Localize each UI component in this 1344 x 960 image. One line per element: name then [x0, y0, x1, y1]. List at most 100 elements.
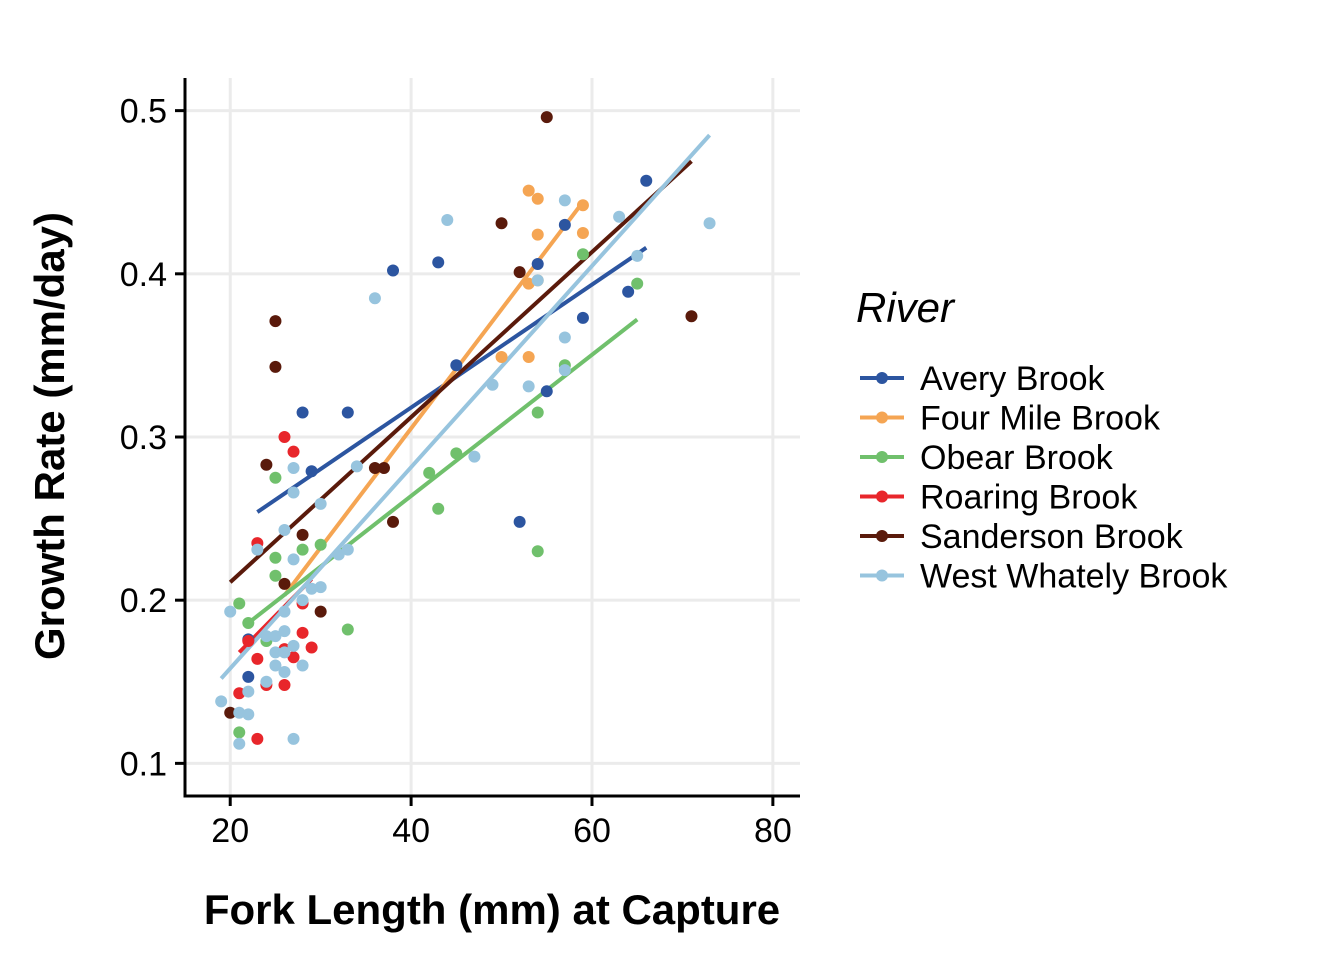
legend-label: Four Mile Brook	[920, 400, 1161, 438]
data-point	[278, 605, 291, 618]
data-point	[576, 311, 589, 324]
data-point	[486, 378, 499, 391]
data-point	[495, 351, 508, 364]
data-point	[531, 228, 544, 241]
data-point	[341, 543, 354, 556]
x-tick-label: 20	[211, 812, 249, 850]
data-point	[531, 274, 544, 287]
data-point	[558, 218, 571, 231]
data-point	[423, 466, 436, 479]
data-point	[260, 458, 273, 471]
data-point	[377, 462, 390, 475]
data-point	[703, 217, 716, 230]
data-point	[269, 315, 282, 328]
data-point	[287, 462, 300, 475]
data-point	[260, 630, 273, 643]
data-point	[314, 581, 327, 594]
data-point	[387, 515, 400, 528]
data-point	[242, 634, 255, 647]
data-point	[269, 646, 282, 659]
data-point	[233, 737, 246, 750]
data-point	[558, 331, 571, 344]
data-point	[269, 471, 282, 484]
data-point	[287, 553, 300, 566]
data-point	[242, 685, 255, 698]
data-point	[242, 670, 255, 683]
y-tick-label: 0.1	[120, 745, 167, 783]
legend-key-point	[876, 490, 888, 503]
y-axis-title: Growth Rate (mm/day)	[26, 212, 73, 660]
data-point	[287, 651, 300, 664]
legend-label: Sanderson Brook	[920, 518, 1184, 556]
data-point	[685, 310, 698, 323]
data-point	[278, 679, 291, 692]
data-point	[269, 659, 282, 672]
data-point	[450, 359, 463, 372]
fit-line	[247, 317, 639, 625]
data-point	[215, 695, 228, 708]
x-tick-label: 80	[754, 812, 792, 850]
data-point	[468, 450, 481, 463]
data-point	[242, 617, 255, 630]
legend-key-point	[876, 569, 888, 582]
data-point	[278, 577, 291, 590]
legend-label: Obear Brook	[920, 439, 1114, 477]
data-point	[576, 199, 589, 212]
data-point	[305, 465, 318, 478]
data-point	[314, 605, 327, 618]
data-point	[613, 210, 626, 223]
y-tick-label: 0.4	[120, 256, 167, 294]
data-point	[531, 545, 544, 558]
data-point	[296, 626, 309, 639]
data-point	[441, 213, 454, 226]
data-point	[269, 551, 282, 564]
data-point	[631, 277, 644, 290]
data-point	[269, 630, 282, 643]
data-point	[622, 285, 635, 298]
x-tick-label: 60	[573, 812, 611, 850]
legend-key-point	[876, 530, 888, 542]
legend-key-point	[876, 451, 888, 463]
y-tick-label: 0.3	[120, 419, 167, 457]
axes	[175, 78, 800, 806]
data-point	[450, 447, 463, 460]
data-point	[531, 192, 544, 205]
data-point	[314, 538, 327, 551]
data-point	[314, 497, 327, 510]
data-points	[215, 111, 716, 750]
data-point	[296, 659, 309, 672]
data-point	[233, 706, 246, 719]
data-point	[640, 174, 653, 187]
data-point	[287, 732, 300, 745]
x-tick-label: 40	[392, 812, 430, 850]
data-point	[278, 524, 291, 537]
legend-label: West Whately Brook	[920, 558, 1228, 596]
data-point	[495, 217, 508, 230]
data-point	[278, 646, 291, 659]
data-point	[296, 543, 309, 556]
data-point	[368, 462, 381, 475]
data-point	[287, 639, 300, 652]
data-point	[251, 732, 264, 745]
data-point	[224, 706, 237, 719]
data-point	[522, 277, 535, 290]
data-point	[278, 625, 291, 638]
fit-line	[228, 159, 693, 584]
data-point	[269, 360, 282, 373]
data-point	[287, 445, 300, 458]
data-point	[296, 406, 309, 419]
data-point	[251, 652, 264, 665]
data-point	[540, 111, 553, 124]
data-point	[341, 406, 354, 419]
data-point	[576, 248, 589, 261]
data-point	[287, 486, 300, 499]
fit-lines	[219, 133, 712, 680]
data-point	[305, 582, 318, 595]
data-point	[278, 431, 291, 443]
data-point	[341, 623, 354, 636]
data-point	[531, 406, 544, 419]
grid-lines	[185, 78, 800, 796]
data-point	[522, 380, 535, 393]
data-point	[278, 665, 291, 678]
